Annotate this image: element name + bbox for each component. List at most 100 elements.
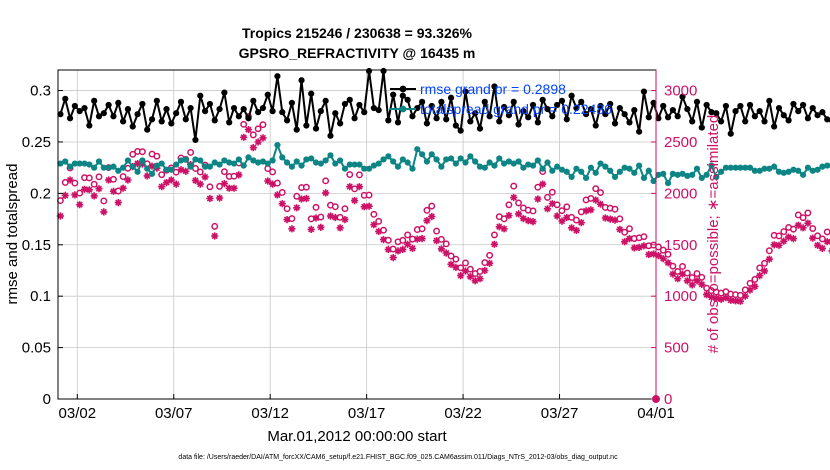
spread-marker: [361, 165, 368, 172]
assimilated-marker: [254, 138, 262, 146]
rmse-marker: [356, 101, 363, 109]
rmse-marker: [62, 95, 69, 102]
spread-marker: [636, 162, 643, 169]
possible-marker: [746, 279, 754, 287]
possible-marker: [384, 236, 392, 244]
rmse-marker: [664, 114, 672, 121]
rmse-marker: [650, 99, 657, 106]
rmse-marker: [438, 98, 445, 105]
assimilated-marker: [66, 176, 74, 184]
assimilated-marker: [158, 183, 166, 191]
spread-marker: [607, 167, 614, 174]
possible-marker: [674, 267, 682, 275]
possible-marker: [775, 232, 783, 240]
assimilated-marker: [61, 191, 69, 199]
rmse-marker: [544, 105, 551, 113]
possible-marker: [346, 171, 354, 179]
y-left-tick-label: 0: [43, 391, 51, 408]
rmse-marker: [317, 108, 324, 115]
x-tick-label: 03/12: [251, 405, 289, 422]
rmse-marker: [394, 119, 402, 126]
assimilated-marker: [457, 272, 465, 280]
spread-marker: [621, 164, 628, 171]
assimilated-marker: [678, 270, 687, 278]
assimilated-marker: [775, 241, 783, 249]
legend-rmse-marker: [399, 85, 407, 93]
rmse-marker: [71, 102, 78, 110]
spread-marker: [255, 159, 262, 166]
assimilated-marker: [302, 194, 310, 203]
rmse-marker: [640, 88, 648, 95]
possible-marker: [375, 217, 383, 225]
assimilated-marker: [717, 295, 725, 303]
assimilated-marker: [659, 255, 667, 263]
rmse-marker: [81, 104, 88, 112]
y-axis-left-label: rmse and totalspread: [4, 164, 21, 305]
possible-marker: [351, 185, 359, 193]
rmse-marker: [751, 113, 758, 120]
possible-marker: [529, 207, 537, 215]
rmse-marker: [732, 108, 739, 115]
possible-marker: [490, 231, 498, 239]
possible-marker: [85, 174, 93, 182]
spread-marker: [153, 162, 160, 169]
assimilated-marker: [756, 272, 764, 280]
assimilated-marker: [452, 263, 460, 271]
spread-marker: [804, 164, 812, 171]
spread-marker: [76, 160, 83, 167]
possible-marker: [172, 168, 180, 176]
assimilated-marker: [191, 176, 199, 185]
y-right-tick-label: 1500: [664, 237, 697, 254]
assimilated-marker: [683, 277, 691, 285]
assimilated-marker: [596, 200, 605, 208]
spread-marker: [346, 161, 353, 168]
rmse-marker: [337, 120, 344, 127]
possible-marker: [481, 259, 489, 267]
assimilated-marker: [770, 241, 778, 249]
assimilated-marker: [645, 250, 653, 259]
assimilated-marker: [611, 216, 619, 224]
possible-marker: [789, 225, 797, 233]
spread-marker: [824, 162, 830, 169]
possible-marker: [240, 120, 248, 128]
assimilated-marker: [823, 238, 830, 246]
assimilated-marker: [370, 221, 378, 229]
rmse-marker: [510, 98, 517, 105]
assimilated-marker: [582, 207, 590, 215]
assimilated-marker: [799, 224, 807, 232]
rmse-marker: [713, 110, 720, 117]
assimilated-marker: [669, 270, 677, 278]
rmse-marker: [476, 125, 484, 132]
spread-marker: [544, 159, 551, 166]
rmse-marker: [197, 92, 204, 99]
assimilated-marker: [707, 293, 716, 301]
possible-marker: [452, 255, 460, 263]
spread-marker: [587, 164, 594, 171]
spread-marker: [742, 164, 749, 171]
spread-marker: [365, 165, 373, 172]
possible-marker: [534, 183, 542, 191]
assimilated-marker: [490, 240, 498, 248]
rmse-marker: [110, 113, 117, 120]
possible-marker: [119, 173, 127, 180]
rmse-marker: [399, 92, 406, 99]
assimilated-marker: [269, 180, 277, 188]
footnote: data file: /Users/raeder/DAI/ATM_forcXX/…: [178, 454, 618, 461]
assimilated-marker: [428, 212, 436, 221]
spread-marker: [578, 168, 585, 175]
assimilated-marker: [727, 296, 735, 304]
spread-marker: [428, 151, 435, 158]
rmse-marker: [824, 116, 830, 123]
possible-marker: [61, 179, 69, 186]
assimilated-marker: [558, 217, 566, 225]
possible-marker: [688, 274, 696, 282]
spread-marker: [525, 161, 532, 168]
x-axis: 03/02 03/07 03/12 03/17 03/22 03/27 04/01: [59, 394, 675, 422]
assimilated-marker: [317, 223, 325, 231]
spread-marker: [312, 159, 320, 166]
spread-marker: [375, 160, 382, 167]
spread-marker: [139, 157, 146, 164]
possible-marker: [206, 183, 214, 191]
spread-marker: [684, 172, 691, 179]
